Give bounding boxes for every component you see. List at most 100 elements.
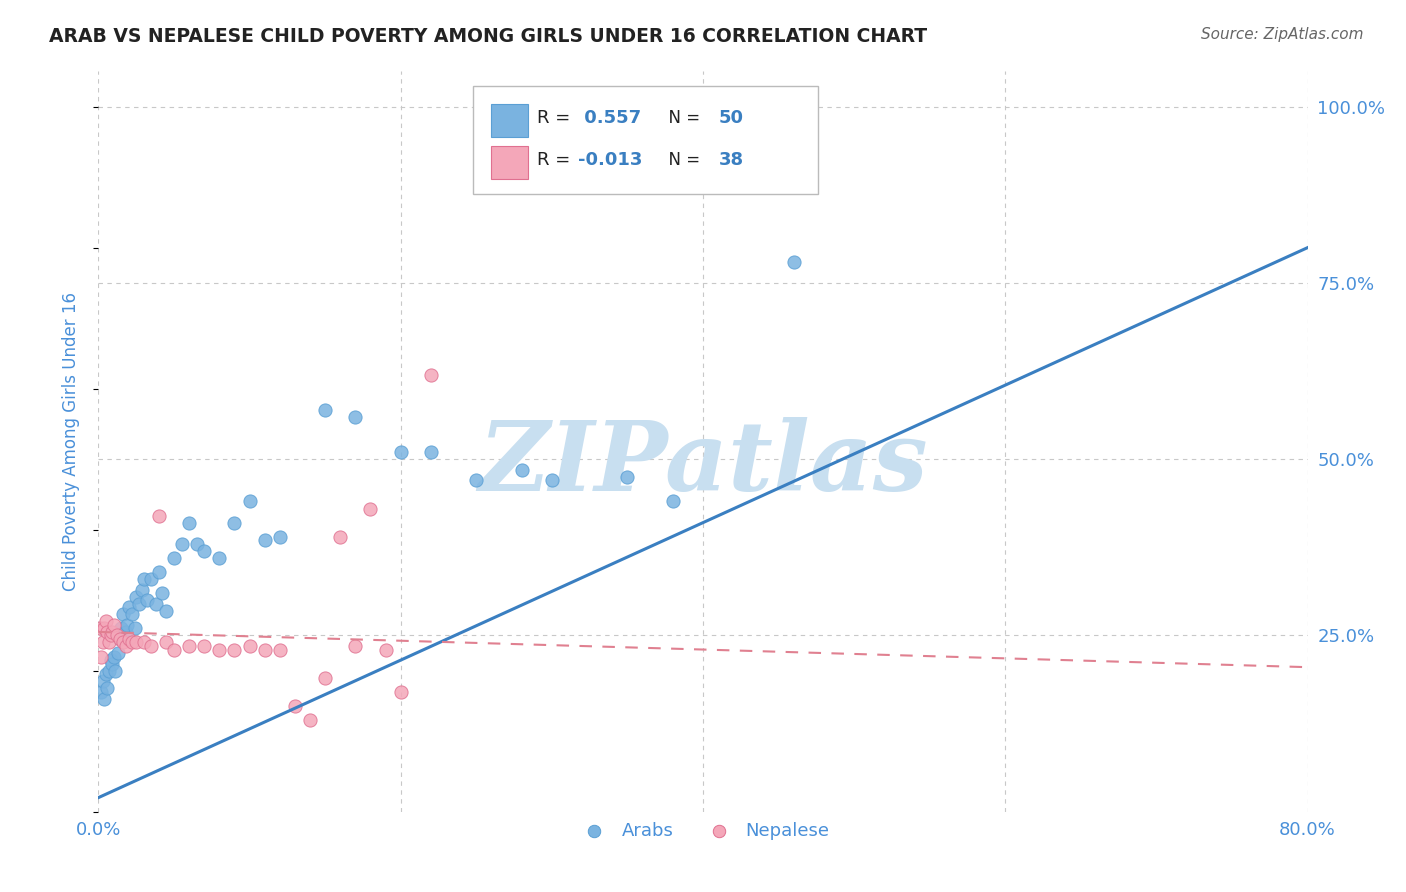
- Point: [224, 642, 246, 657]
- Point: [103, 618, 125, 632]
- Point: [389, 445, 412, 459]
- Point: [314, 402, 336, 417]
- Point: [253, 533, 276, 548]
- Point: [132, 635, 155, 649]
- Point: [96, 624, 118, 639]
- Point: [148, 508, 170, 523]
- Point: [344, 409, 367, 424]
- Point: [284, 698, 307, 713]
- Point: [299, 713, 322, 727]
- Text: ZIPatlas: ZIPatlas: [478, 417, 928, 511]
- Point: [135, 593, 157, 607]
- Point: [360, 501, 382, 516]
- Bar: [492, 104, 527, 136]
- Point: [208, 642, 231, 657]
- Point: [108, 632, 131, 646]
- Point: [374, 642, 396, 657]
- Point: [111, 635, 134, 649]
- Point: [103, 649, 125, 664]
- Point: [163, 550, 186, 565]
- Point: [420, 368, 443, 382]
- Point: [125, 635, 148, 649]
- Point: [208, 550, 231, 565]
- Point: [94, 615, 117, 629]
- Point: [104, 664, 127, 678]
- Point: [91, 674, 114, 689]
- Point: [124, 621, 146, 635]
- Point: [131, 582, 153, 597]
- Point: [94, 667, 117, 681]
- Text: Source: ZipAtlas.com: Source: ZipAtlas.com: [1201, 27, 1364, 42]
- Point: [737, 113, 759, 128]
- Point: [115, 618, 138, 632]
- Point: [239, 639, 262, 653]
- Point: [89, 621, 111, 635]
- Point: [155, 635, 177, 649]
- Point: [616, 470, 638, 484]
- Bar: [492, 146, 527, 178]
- Point: [125, 590, 148, 604]
- Point: [118, 632, 141, 646]
- Point: [121, 607, 143, 622]
- Point: [114, 639, 136, 653]
- Point: [132, 572, 155, 586]
- Point: [193, 639, 215, 653]
- Point: [170, 537, 193, 551]
- Point: [110, 621, 132, 635]
- Point: [239, 494, 262, 508]
- Point: [661, 494, 683, 508]
- Point: [128, 597, 150, 611]
- Point: [253, 642, 276, 657]
- Point: [108, 632, 131, 646]
- Point: [510, 463, 533, 477]
- Point: [121, 635, 143, 649]
- Point: [344, 639, 367, 653]
- Point: [114, 624, 136, 639]
- Point: [118, 600, 141, 615]
- Point: [107, 646, 129, 660]
- Point: [783, 254, 806, 268]
- Point: [93, 621, 115, 635]
- Point: [179, 516, 201, 530]
- Point: [150, 586, 173, 600]
- Text: R =: R =: [537, 109, 576, 127]
- Point: [193, 544, 215, 558]
- Point: [420, 445, 443, 459]
- Point: [90, 649, 112, 664]
- FancyBboxPatch shape: [474, 87, 818, 194]
- Point: [269, 642, 291, 657]
- Point: [100, 653, 122, 667]
- Point: [389, 685, 412, 699]
- Point: [540, 473, 562, 487]
- Point: [465, 473, 488, 487]
- Point: [163, 642, 186, 657]
- Point: [96, 681, 118, 696]
- Point: [145, 597, 167, 611]
- Text: N =: N =: [658, 152, 706, 169]
- Text: -0.013: -0.013: [578, 152, 643, 169]
- Point: [101, 657, 124, 671]
- Text: ARAB VS NEPALESE CHILD POVERTY AMONG GIRLS UNDER 16 CORRELATION CHART: ARAB VS NEPALESE CHILD POVERTY AMONG GIR…: [49, 27, 928, 45]
- Point: [101, 624, 124, 639]
- Point: [179, 639, 201, 653]
- Point: [186, 537, 208, 551]
- Point: [141, 639, 163, 653]
- Legend: Arabs, Nepalese: Arabs, Nepalese: [569, 814, 837, 847]
- Text: 50: 50: [718, 109, 744, 127]
- Point: [329, 530, 352, 544]
- Text: 38: 38: [718, 152, 744, 169]
- Point: [100, 628, 122, 642]
- Point: [314, 671, 336, 685]
- Point: [93, 692, 115, 706]
- Point: [269, 530, 291, 544]
- Point: [98, 635, 121, 649]
- Text: R =: R =: [537, 152, 576, 169]
- Point: [91, 635, 114, 649]
- Point: [90, 685, 112, 699]
- Point: [105, 628, 128, 642]
- Point: [155, 604, 177, 618]
- Point: [224, 516, 246, 530]
- Point: [111, 607, 134, 622]
- Point: [148, 565, 170, 579]
- Y-axis label: Child Poverty Among Girls Under 16: Child Poverty Among Girls Under 16: [62, 292, 80, 591]
